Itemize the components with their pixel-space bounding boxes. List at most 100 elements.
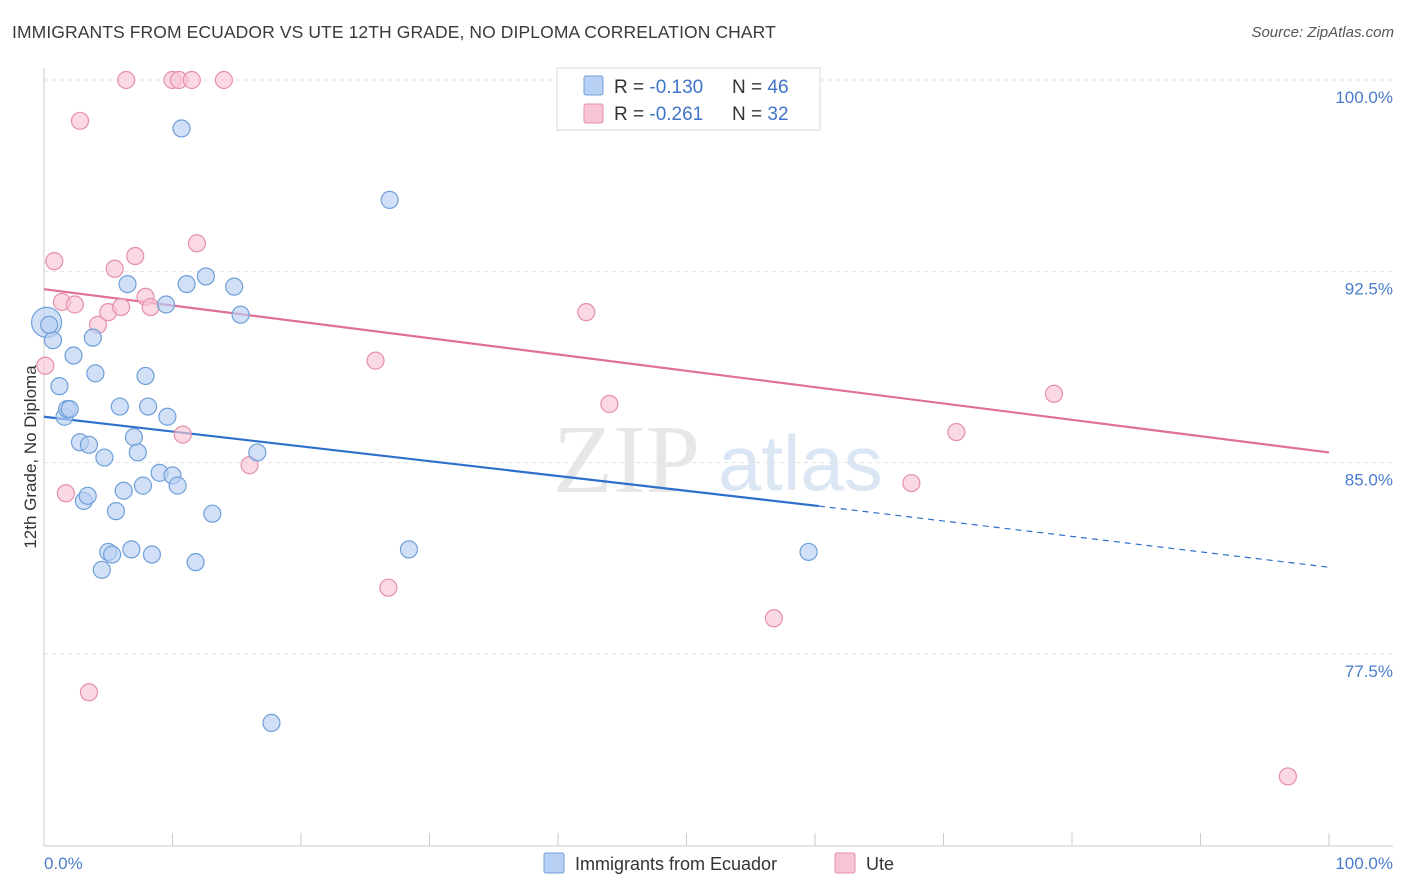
ute-point-30 [1044,384,1064,403]
legend-row-1: R = -0.130 [614,77,703,98]
ecuador-point-36 [225,277,244,296]
ute-point-0 [36,356,55,375]
ute-point-5 [70,111,90,130]
ecuador-trend-line [43,415,819,508]
ute-point-27 [764,609,783,628]
ecuador-point-20 [122,540,141,559]
legend-r-value-1: -0.130 [649,77,703,98]
legend-n-1: N = 46 [732,77,789,98]
ecuador-point-6 [64,346,83,365]
bottom-legend-label-blue: Immigrants from Ecuador [575,854,777,874]
trend-layer [43,288,1330,568]
points-layer [30,70,1297,786]
ecuador-point-21 [124,428,144,447]
x-tick-layer: 0.0% 100.0% [43,833,1393,873]
ute-point-10 [111,297,131,317]
ute-point-25 [600,394,619,414]
ute-point-6 [79,683,99,702]
ute-point-18 [182,70,201,90]
y-axis-title: 12th Grade, No Diploma [21,365,40,549]
legend-r-value-2: -0.261 [649,104,703,125]
ute-point-19 [187,234,207,253]
ecuador-point-41 [399,540,419,559]
ecuador-point-30 [168,476,187,495]
chart-title: IMMIGRANTS FROM ECUADOR VS UTE 12TH GRAD… [12,22,776,42]
y-tick-label-3: 77.5% [1345,662,1393,681]
ecuador-point-13 [95,448,114,467]
ecuador-point-11 [86,364,105,383]
x-tick-label-0: 0.0% [44,854,83,873]
ecuador-trend-extension [818,505,1330,568]
ecuador-point-42 [40,315,59,335]
ute-point-22 [366,351,385,370]
ecuador-point-35 [203,504,222,523]
ecuador-point-28 [158,407,177,426]
ute-point-1 [45,252,64,271]
ecuador-point-34 [196,267,216,286]
y-tick-label-0: 100.0% [1335,88,1393,107]
bottom-legend-swatch-blue [543,852,565,874]
ecuador-point-16 [106,502,126,521]
ecuador-point-23 [133,476,153,495]
legend-row-2: R = -0.261 [614,104,703,125]
ute-point-31 [1278,767,1297,786]
y-tick-label-2: 85.0% [1345,471,1393,490]
ecuador-point-12 [92,560,111,579]
ecuador-point-5 [60,399,79,419]
ecuador-point-43 [799,542,818,562]
ecuador-point-25 [138,397,158,416]
ute-point-14 [141,297,160,317]
legend-swatch-pink [583,103,604,124]
ecuador-point-26 [142,545,162,564]
ute-point-17 [173,425,192,444]
legend-n-value-1: 46 [767,77,788,98]
ecuador-point-39 [262,713,281,732]
legend-n-value-2: 32 [767,104,788,125]
legend-r-label-2: R = [614,104,649,125]
ecuador-point-37 [231,305,250,324]
y-tick-label-layer: 100.0% 92.5% 85.0% 77.5% [1335,88,1393,681]
ute-point-11 [117,70,136,90]
legend-r-label-1: R = [614,77,649,98]
ecuador-point-33 [186,553,205,572]
bottom-legend-swatch-pink [834,852,856,874]
ute-point-24 [577,303,596,322]
ecuador-point-32 [177,274,196,294]
ecuador-point-24 [136,366,155,386]
ecuador-point-31 [172,119,191,138]
ecuador-point-44 [78,486,97,505]
ecuador-point-18 [114,481,133,500]
ute-point-23 [379,578,398,597]
ute-point-20 [214,70,233,90]
legend-n-label-2: N = [732,104,767,125]
bottom-legend: Immigrants from Ecuador Ute [543,852,894,874]
source-text: Source: ZipAtlas.com [1251,24,1394,41]
ecuador-point-40 [380,190,399,210]
ecuador-point-2 [50,377,69,396]
ecuador-point-15 [103,545,122,564]
ute-trend-line [43,288,1330,454]
legend-n-label-1: N = [732,77,767,98]
ecuador-point-10 [83,328,102,347]
ecuador-point-9 [79,435,99,454]
grid-layer [44,79,1393,655]
ecuador-point-22 [128,443,147,462]
ute-point-12 [126,246,145,266]
x-tick-label-1: 100.0% [1335,854,1393,873]
top-legend: R = -0.130 N = 46 R = -0.261 N = 32 [556,67,821,131]
ecuador-point-45 [156,295,176,314]
ecuador-point-1 [43,331,63,350]
ute-point-28 [902,473,921,493]
ute-point-4 [65,295,84,314]
watermark-zip: ZIP [553,406,700,514]
ute-point-29 [947,422,966,442]
y-tick-label-1: 92.5% [1345,279,1393,298]
ute-point-9 [105,259,124,278]
watermark: ZIP atlas [553,406,883,514]
legend-n-2: N = 32 [732,104,789,125]
bottom-legend-label-pink: Ute [866,854,894,874]
ecuador-point-17 [110,397,129,416]
ecuador-point-19 [118,274,137,294]
ute-point-3 [56,484,75,503]
